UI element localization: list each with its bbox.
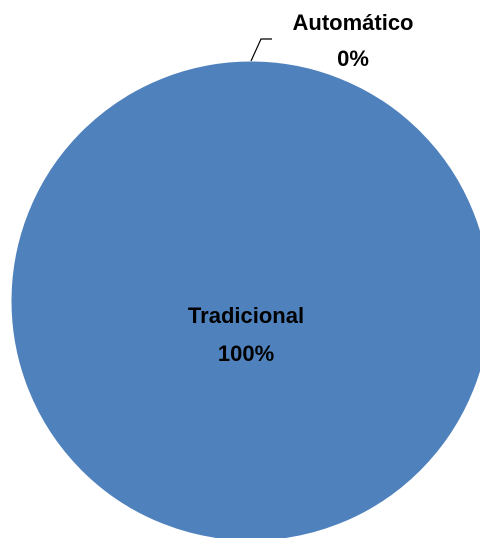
leader-line-automatico: [250, 38, 272, 62]
slice-label-automatico: Automático: [293, 10, 414, 35]
slice-label-tradicional: Tradicional: [188, 303, 304, 328]
slice-value-automatico: 0%: [337, 46, 369, 71]
pie-slice-tradicional: [10, 60, 480, 538]
pie-slices: [10, 60, 480, 538]
slice-value-tradicional: 100%: [218, 341, 274, 366]
